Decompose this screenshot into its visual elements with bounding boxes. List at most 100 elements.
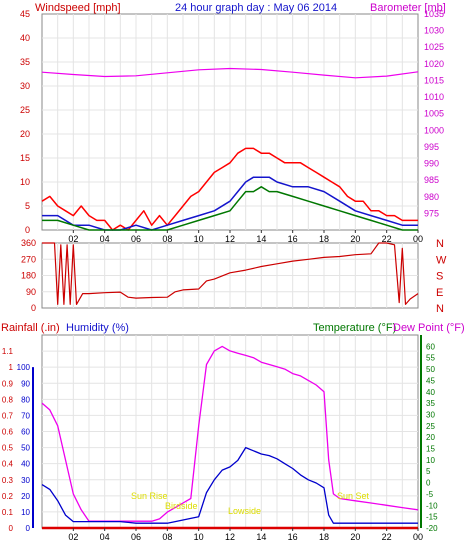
rainfall-tick-label: 0.9 xyxy=(2,379,14,388)
temperature-label: Temperature (°F) xyxy=(313,322,396,334)
windspeed-tick-label: 15 xyxy=(20,153,30,163)
temperature-tick-label: 50 xyxy=(426,365,435,374)
direction-tick-label: 360 xyxy=(21,238,36,248)
p3-xtick-label: 00 xyxy=(413,532,423,542)
p1-xtick-label: 04 xyxy=(100,234,110,244)
barometer-tick-label: 1035 xyxy=(424,9,444,19)
p1-xtick-label: 18 xyxy=(319,234,329,244)
panel1-ticks: 0510152025303540459759809859909951000100… xyxy=(20,9,444,244)
compass-label: S xyxy=(436,271,443,283)
rainfall-tick-label: 0.5 xyxy=(2,444,14,453)
compass-label: E xyxy=(436,287,443,299)
p3-xtick-label: 04 xyxy=(100,532,110,542)
windspeed-tick-label: 0 xyxy=(25,225,30,235)
dewpoint-label: Dew Point (°F) xyxy=(393,322,465,334)
barometer-tick-label: 1000 xyxy=(424,125,444,135)
avg-line xyxy=(42,186,418,231)
temperature-tick-label: 45 xyxy=(426,376,435,385)
windspeed-tick-label: 40 xyxy=(20,33,30,43)
birdside-annotation: Birdside xyxy=(165,501,198,511)
temperature-tick-label: 35 xyxy=(426,399,435,408)
rainfall-tick-label: 1 xyxy=(9,363,14,372)
barometer-line xyxy=(41,67,419,79)
sunrise-annotation: Sun Rise xyxy=(131,491,168,501)
wind-barometer-panel: 0510152025303540459759809859909951000100… xyxy=(20,9,444,244)
humidity-tick-label: 20 xyxy=(21,492,30,501)
windspeed-tick-label: 30 xyxy=(20,81,30,91)
barometer-tick-label: 1010 xyxy=(424,92,444,102)
humidity-tick-label: 10 xyxy=(21,508,30,517)
humidity-label: Humidity (%) xyxy=(66,322,129,334)
humidity-line xyxy=(41,446,418,524)
p1-xtick-label: 16 xyxy=(288,234,298,244)
rainfall-tick-label: 0 xyxy=(9,524,14,533)
direction-tick-label: 0 xyxy=(31,303,36,313)
sunset-annotation: Sun Set xyxy=(337,491,370,501)
windspeed-tick-label: 25 xyxy=(20,105,30,115)
humidity-tick-label: 0 xyxy=(26,524,31,533)
barometer-tick-label: 1025 xyxy=(424,42,444,52)
temperature-tick-label: -15 xyxy=(426,513,438,522)
barometer-tick-label: 990 xyxy=(424,159,439,169)
direction-tick-label: 180 xyxy=(21,271,36,281)
humidity-tick-label: 50 xyxy=(21,444,30,453)
windspeed-tick-label: 10 xyxy=(20,177,30,187)
rainfall-tick-label: 1.1 xyxy=(2,347,14,356)
p3-xtick-label: 16 xyxy=(288,532,298,542)
windspeed-tick-label: 5 xyxy=(25,201,30,211)
temperature-tick-label: -10 xyxy=(426,501,438,510)
rainfall-tick-label: 0.1 xyxy=(2,508,14,517)
barometer-tick-label: 980 xyxy=(424,192,439,202)
rainfall-label: Rainfall (.in) xyxy=(1,322,60,334)
barometer-tick-label: 1005 xyxy=(424,109,444,119)
temperature-tick-label: 60 xyxy=(426,342,435,351)
p1-xtick-label: 02 xyxy=(68,234,78,244)
wind-line xyxy=(41,147,418,231)
panel2-grid xyxy=(42,243,418,308)
panel1-series xyxy=(41,67,419,231)
direction-line xyxy=(42,242,419,305)
barometer-tick-label: 1015 xyxy=(424,75,444,85)
panel3-grid xyxy=(42,335,418,528)
barometer-tick-label: 985 xyxy=(424,175,439,185)
humidity-tick-label: 70 xyxy=(21,411,30,420)
p3-xtick-label: 14 xyxy=(256,532,266,542)
p1-xtick-label: 10 xyxy=(194,234,204,244)
p3-xtick-label: 18 xyxy=(319,532,329,542)
barometer-tick-label: 975 xyxy=(424,208,439,218)
barometer-tick-label: 1030 xyxy=(424,26,444,36)
windspeed-tick-label: 45 xyxy=(20,9,30,19)
windspeed-tick-label: 35 xyxy=(20,57,30,67)
temperature-tick-label: 15 xyxy=(426,445,435,454)
lowside-annotation: Lowside xyxy=(228,506,261,516)
barometer-tick-label: 1020 xyxy=(424,59,444,69)
p3-xtick-label: 06 xyxy=(131,532,141,542)
p3-xtick-label: 20 xyxy=(350,532,360,542)
temperature-tick-label: 10 xyxy=(426,456,435,465)
humidity-tick-label: 40 xyxy=(21,460,30,469)
compass-label: N xyxy=(436,303,444,315)
temperature-tick-label: 5 xyxy=(426,467,431,476)
barometer-tick-label: 995 xyxy=(424,142,439,152)
temperature-tick-label: -5 xyxy=(426,490,434,499)
graph-date-title: 24 hour graph day : May 06 2014 xyxy=(175,2,337,14)
temperature-tick-label: 20 xyxy=(426,433,435,442)
temperature-tick-label: 0 xyxy=(426,479,431,488)
panel1-grid xyxy=(42,14,418,230)
windspeed-title: Windspeed [mph] xyxy=(35,2,121,14)
humidity-tick-label: 30 xyxy=(21,476,30,485)
direction-tick-label: 270 xyxy=(21,254,36,264)
compass-label: W xyxy=(436,254,447,266)
p3-xtick-label: 02 xyxy=(68,532,78,542)
barometer-title: Barometer [mb] xyxy=(370,2,446,14)
p1-xtick-label: 08 xyxy=(162,234,172,244)
rainfall-tick-label: 0.2 xyxy=(2,492,14,501)
humidity-temperature-panel: 0 0.1 0.2 0.3 0.4 0.5 0.6 0.7 0.8 0.9 1 1.1 0 10 20 30 4… xyxy=(2,334,438,542)
panel2-series xyxy=(42,242,419,305)
temperature-tick-label: 30 xyxy=(426,410,435,419)
rainfall-tick-label: 0.4 xyxy=(2,460,14,469)
temperature-tick-label: 40 xyxy=(426,388,435,397)
p1-xtick-label: 14 xyxy=(256,234,266,244)
